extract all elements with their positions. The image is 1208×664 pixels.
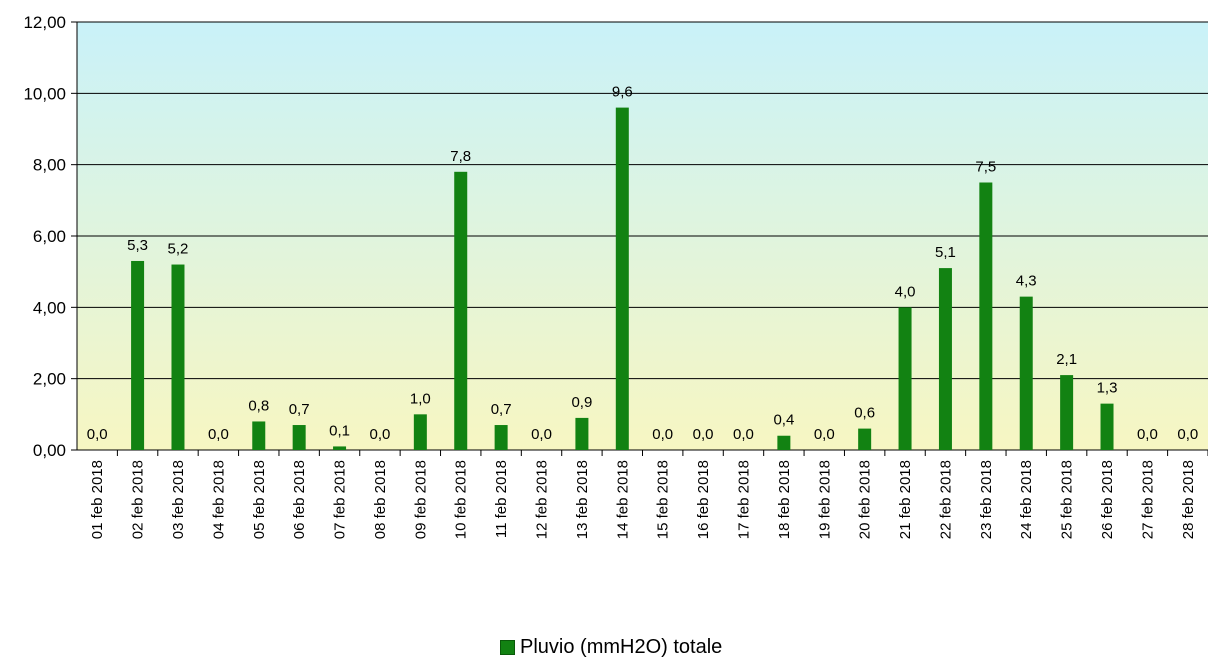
bar-7 <box>333 446 347 450</box>
x-tick-label: 14 feb 2018 <box>614 460 631 539</box>
x-tick-label: 24 feb 2018 <box>1018 460 1035 539</box>
x-tick-label: 21 feb 2018 <box>897 460 914 539</box>
data-label: 0,0 <box>693 426 714 443</box>
bar-2 <box>131 260 145 450</box>
y-tick-label: 0,00 <box>33 441 66 460</box>
y-tick-label: 10,00 <box>23 84 66 103</box>
x-tick-label: 19 feb 2018 <box>816 460 833 539</box>
legend-swatch <box>500 640 515 655</box>
data-label: 1,3 <box>1097 380 1118 397</box>
data-label: 0,7 <box>289 401 310 418</box>
x-tick-label: 03 feb 2018 <box>170 460 187 539</box>
bar-23 <box>979 182 993 450</box>
bar-20 <box>858 428 872 450</box>
bar-3 <box>171 264 185 450</box>
x-tick-label: 23 feb 2018 <box>978 460 995 539</box>
legend-label: Pluvio (mmH2O) totale <box>520 636 723 658</box>
x-tick-label: 22 feb 2018 <box>937 460 954 539</box>
data-label: 0,1 <box>329 422 350 439</box>
bar-10 <box>454 171 468 451</box>
data-label: 7,8 <box>450 148 471 165</box>
data-label: 0,0 <box>370 426 391 443</box>
bar-26 <box>1100 403 1114 450</box>
data-label: 7,5 <box>975 159 996 176</box>
bar-9 <box>413 414 427 450</box>
data-label: 0,7 <box>491 401 512 418</box>
x-tick-label: 08 feb 2018 <box>372 460 389 539</box>
data-label: 5,3 <box>127 237 148 254</box>
data-label: 0,0 <box>531 426 552 443</box>
data-label: 5,2 <box>168 241 189 258</box>
bar-24 <box>1019 296 1033 450</box>
bar-5 <box>252 421 266 450</box>
y-tick-label: 8,00 <box>33 156 66 175</box>
data-label: 0,0 <box>1177 426 1198 443</box>
bar-18 <box>777 435 791 450</box>
legend: Pluvio (mmH2O) totale <box>500 636 722 659</box>
data-label: 0,0 <box>1137 426 1158 443</box>
x-tick-label: 09 feb 2018 <box>412 460 429 539</box>
bar-25 <box>1060 375 1074 450</box>
x-tick-label: 26 feb 2018 <box>1099 460 1116 539</box>
data-label: 0,0 <box>652 426 673 443</box>
bar-21 <box>898 307 912 450</box>
data-label: 1,0 <box>410 390 431 407</box>
data-label: 4,3 <box>1016 273 1037 290</box>
data-label: 5,1 <box>935 244 956 261</box>
x-tick-label: 16 feb 2018 <box>695 460 712 539</box>
x-tick-label: 07 feb 2018 <box>332 460 349 539</box>
bar-13 <box>575 417 589 450</box>
x-tick-label: 13 feb 2018 <box>574 460 591 539</box>
bar-14 <box>615 107 629 450</box>
x-tick-label: 06 feb 2018 <box>291 460 308 539</box>
bar-6 <box>292 425 306 450</box>
data-label: 4,0 <box>895 283 916 300</box>
y-tick-label: 6,00 <box>33 227 66 246</box>
x-tick-label: 17 feb 2018 <box>735 460 752 539</box>
x-tick-label: 10 feb 2018 <box>453 460 470 539</box>
x-tick-label: 12 feb 2018 <box>534 460 551 539</box>
data-label: 0,0 <box>87 426 108 443</box>
x-tick-label: 28 feb 2018 <box>1180 460 1197 539</box>
x-tick-label: 04 feb 2018 <box>210 460 227 539</box>
x-tick-label: 05 feb 2018 <box>251 460 268 539</box>
data-label: 0,0 <box>733 426 754 443</box>
data-label: 9,6 <box>612 84 633 101</box>
y-tick-label: 12,00 <box>23 13 66 32</box>
data-label: 2,1 <box>1056 351 1077 368</box>
bar-22 <box>938 268 952 450</box>
data-label: 0,0 <box>814 426 835 443</box>
data-label: 0,0 <box>208 426 229 443</box>
x-tick-label: 15 feb 2018 <box>655 460 672 539</box>
y-tick-label: 4,00 <box>33 298 66 317</box>
x-tick-label: 01 feb 2018 <box>89 460 106 539</box>
data-label: 0,9 <box>571 394 592 411</box>
x-tick-label: 20 feb 2018 <box>857 460 874 539</box>
x-tick-label: 18 feb 2018 <box>776 460 793 539</box>
x-tick-label: 02 feb 2018 <box>130 460 147 539</box>
bar-11 <box>494 425 508 450</box>
x-tick-label: 11 feb 2018 <box>493 460 510 538</box>
data-label: 0,4 <box>773 412 794 429</box>
data-label: 0,8 <box>248 397 269 414</box>
x-tick-label: 25 feb 2018 <box>1059 460 1076 539</box>
x-tick-label: 27 feb 2018 <box>1139 460 1156 539</box>
data-label: 0,6 <box>854 405 875 422</box>
y-tick-label: 2,00 <box>33 370 66 389</box>
